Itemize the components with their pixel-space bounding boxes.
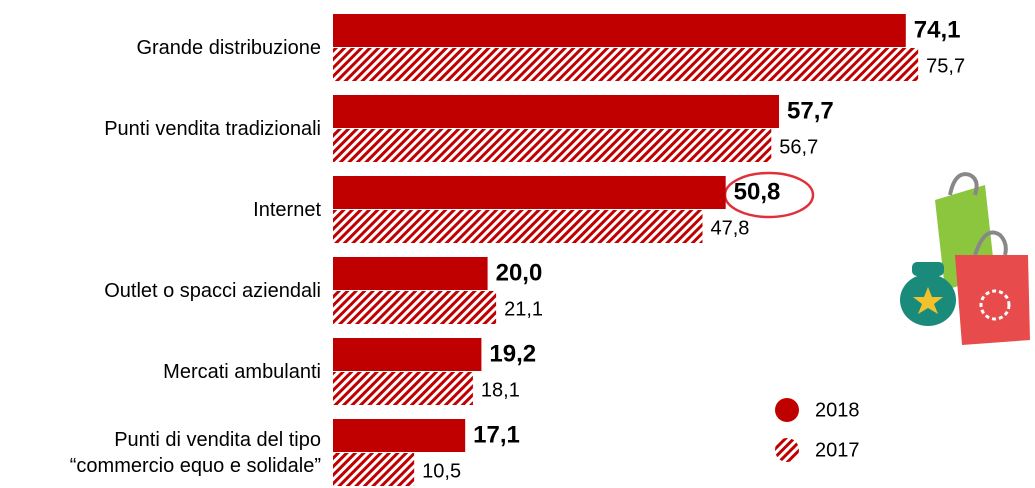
legend-label: 2017 <box>815 439 860 461</box>
bar <box>333 257 488 290</box>
value-label: 21,1 <box>504 298 543 320</box>
value-label: 74,1 <box>914 16 961 43</box>
category-label: Outlet o spacci aziendali <box>104 280 321 302</box>
value-label: 50,8 <box>734 178 781 205</box>
bar <box>333 453 415 486</box>
bar <box>333 176 726 209</box>
value-label: 10,5 <box>422 460 461 482</box>
value-label: 57,7 <box>787 97 834 124</box>
bar <box>333 95 780 128</box>
value-label: 56,7 <box>779 136 818 158</box>
bar <box>333 291 497 324</box>
legend-label: 2018 <box>815 399 860 421</box>
bar <box>333 210 703 243</box>
bar <box>333 372 473 405</box>
value-label: 47,8 <box>710 217 749 239</box>
bar <box>333 48 919 81</box>
bar <box>333 129 772 162</box>
value-label: 75,7 <box>926 55 965 77</box>
legend-swatch <box>775 438 799 462</box>
category-label: Grande distribuzione <box>136 37 321 59</box>
bar <box>333 419 466 452</box>
value-label: 17,1 <box>473 421 520 448</box>
category-label: Mercati ambulanti <box>163 361 321 383</box>
value-label: 19,2 <box>489 340 536 367</box>
category-label: Punti di vendita del tipo “commercio equ… <box>69 429 321 477</box>
bar <box>333 338 482 371</box>
category-label: Internet <box>253 199 321 221</box>
bar <box>333 14 906 47</box>
value-label: 18,1 <box>481 379 520 401</box>
category-label: Punti vendita tradizionali <box>104 118 321 140</box>
legend-swatch <box>775 398 799 422</box>
gift-icon <box>900 172 1030 345</box>
value-label: 20,0 <box>496 259 543 286</box>
